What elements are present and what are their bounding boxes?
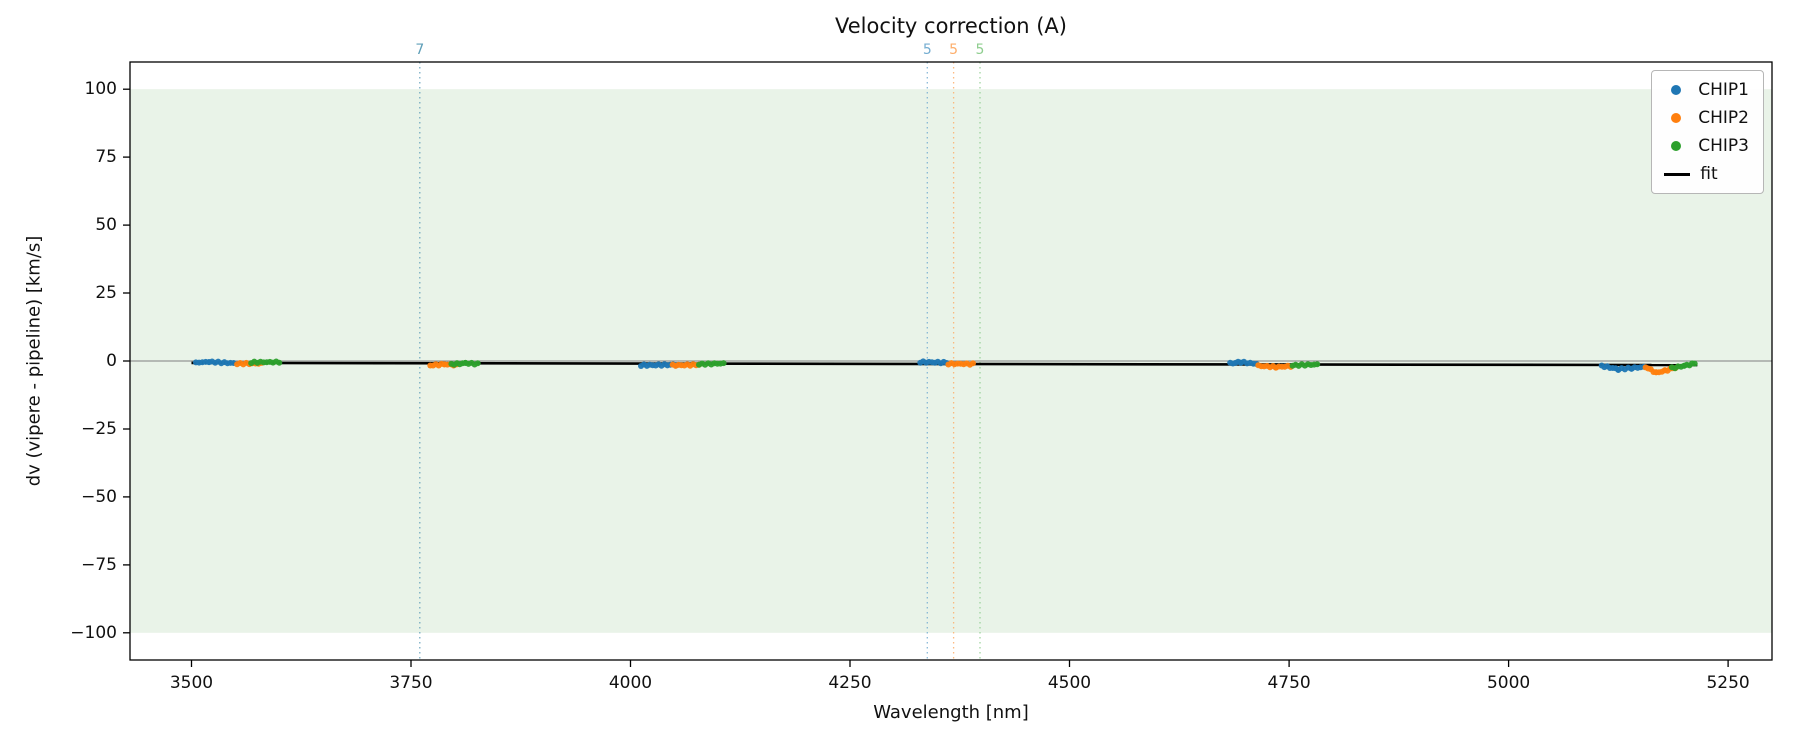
x-tick-label: 4250 [828,673,871,693]
legend-label-chip1: CHIP1 [1698,80,1749,100]
data-point [970,360,976,367]
x-tick-label: 5250 [1706,673,1749,693]
legend-label-chip3: CHIP3 [1698,136,1749,156]
vline-label: 5 [949,42,958,58]
vline-label: 5 [976,42,985,58]
legend: CHIP1 CHIP2 CHIP3 fit [1651,70,1764,194]
data-point [474,360,481,367]
chip2-marker-icon [1671,113,1682,123]
x-tick-label: 3500 [170,673,213,693]
legend-label-chip2: CHIP2 [1698,108,1749,128]
x-tick-label: 4500 [1048,673,1091,693]
y-tick-label: −25 [81,419,117,439]
y-tick-label: 100 [85,79,117,99]
legend-item-chip3: CHIP3 [1664,135,1749,157]
data-point [1314,361,1321,368]
y-tick-label: 25 [95,283,117,303]
chart-title: Velocity correction (A) [834,14,1067,38]
chip1-marker-icon [1671,85,1682,95]
x-tick-label: 4750 [1267,673,1310,693]
y-tick-label: 75 [95,147,117,167]
x-tick-label: 4000 [609,673,652,693]
legend-item-fit: fit [1664,163,1749,185]
vline-label: 7 [415,42,424,58]
chip3-marker-icon [1671,141,1682,151]
legend-item-chip2: CHIP2 [1664,107,1749,129]
data-point [276,359,283,366]
x-tick-label: 3750 [389,673,432,693]
x-tick-label: 5000 [1487,673,1530,693]
y-tick-label: 0 [106,351,117,371]
fit-marker-icon [1664,172,1691,176]
y-tick-label: 50 [95,215,117,235]
legend-item-chip1: CHIP1 [1664,79,1749,101]
y-tick-label: −75 [81,555,117,575]
data-point [1691,360,1698,367]
vline-label: 5 [923,42,932,58]
legend-label-fit: fit [1700,164,1718,184]
y-tick-label: −50 [81,487,117,507]
x-axis-label: Wavelength [nm] [873,702,1029,723]
y-tick-label: −100 [70,623,117,643]
data-point [720,360,727,367]
